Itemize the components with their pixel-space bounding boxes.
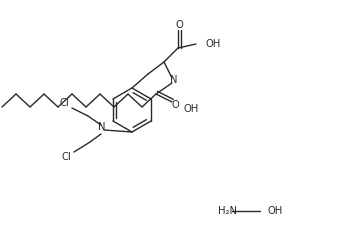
Text: Cl: Cl <box>59 98 69 108</box>
Text: OH: OH <box>205 39 220 49</box>
Text: N: N <box>98 122 106 132</box>
Text: Cl: Cl <box>61 152 71 162</box>
Text: O: O <box>176 20 183 30</box>
Text: OH: OH <box>268 206 283 216</box>
Text: N: N <box>170 75 178 85</box>
Text: O: O <box>171 100 179 110</box>
Text: H₂N: H₂N <box>218 206 237 216</box>
Text: OH: OH <box>183 104 198 114</box>
